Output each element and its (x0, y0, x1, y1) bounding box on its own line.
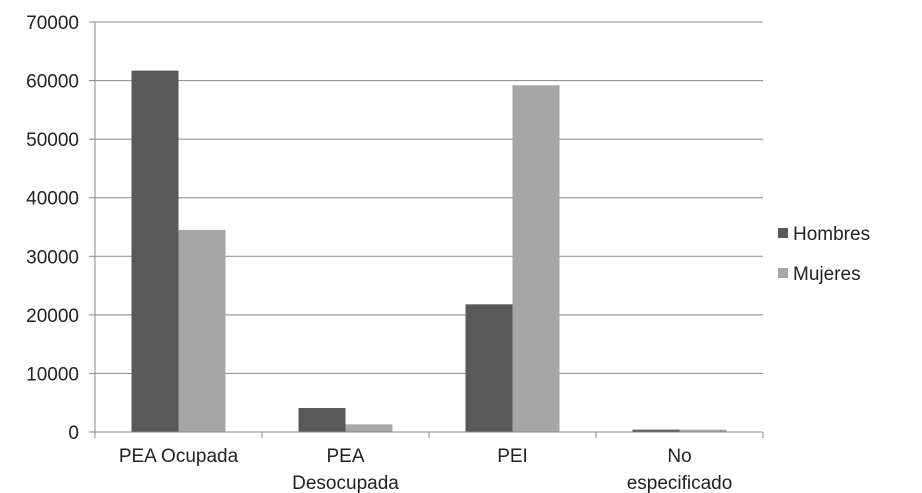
legend: Hombres Mujeres (778, 224, 870, 285)
y-tick-label: 70000 (26, 13, 79, 34)
bar-hombres (632, 429, 680, 432)
legend-swatch-hombres (778, 228, 788, 238)
x-tick-label: No especificado (627, 446, 733, 493)
y-tick-label: 40000 (26, 189, 79, 210)
legend-label-hombres: Hombres (793, 224, 870, 245)
bar-mujeres (345, 424, 393, 432)
legend-swatch-mujeres (778, 268, 788, 278)
bar-hombres (298, 407, 346, 432)
x-tick-label-line: especificado (627, 473, 733, 493)
bar-mujeres (512, 85, 560, 432)
y-tick-label: 50000 (26, 130, 79, 151)
x-tick-label: PEA Desocupada (292, 446, 399, 493)
x-tick-label-line: Desocupada (292, 473, 399, 493)
x-axis-ticks: PEA Ocupada PEA Desocupada PEI No especificad… (119, 446, 733, 493)
x-tick-label-line: PEI (497, 446, 528, 467)
bar-mujeres (178, 229, 226, 432)
axes (89, 21, 764, 438)
x-tick-label: PEA Ocupada (119, 446, 239, 467)
y-tick-label: 30000 (26, 247, 79, 268)
bar-hombres (465, 304, 513, 432)
bar-mujeres (679, 429, 727, 432)
x-tick-label-line: No (667, 446, 691, 467)
y-tick-label: 20000 (26, 306, 79, 327)
y-tick-label: 0 (68, 423, 79, 444)
legend-label-mujeres: Mujeres (793, 264, 861, 285)
y-axis-ticks: 0 10000 20000 30000 40000 50000 60000 70000 (26, 13, 79, 444)
x-tick-label: PEI (497, 446, 528, 467)
y-tick-label: 60000 (26, 72, 79, 93)
y-tick-label: 10000 (26, 364, 79, 385)
bars (131, 70, 727, 432)
bar-hombres (131, 70, 179, 432)
x-tick-label-line: PEA Ocupada (119, 446, 239, 467)
x-tick-label-line: PEA (326, 446, 364, 467)
